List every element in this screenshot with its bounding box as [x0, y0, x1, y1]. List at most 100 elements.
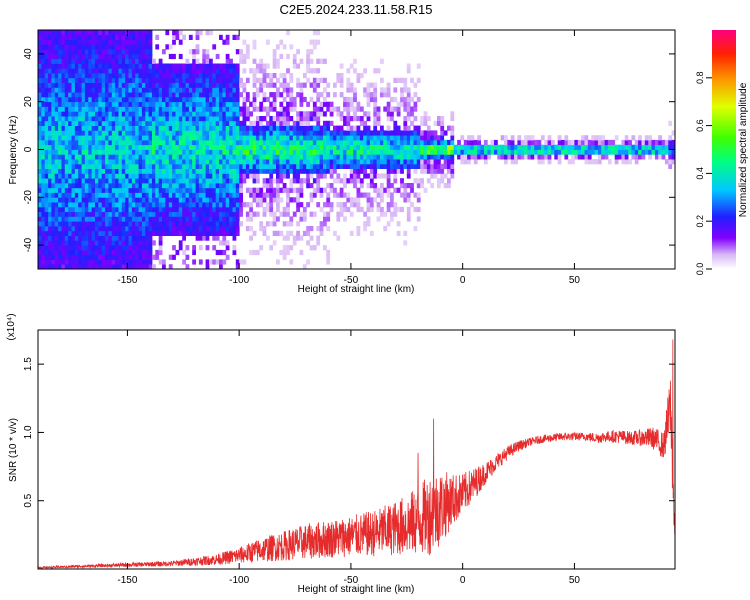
- spectrogram-cell: [88, 106, 93, 112]
- spectrogram-cell: [276, 44, 280, 50]
- spectrogram-cell: [289, 96, 294, 103]
- spectrogram-cell: [299, 178, 304, 184]
- spectrogram-cell: [162, 221, 166, 227]
- spectrogram-cell: [61, 183, 66, 189]
- spectrogram-cell: [413, 159, 418, 165]
- spectrogram-cell: [141, 58, 146, 64]
- spectrogram-cell: [141, 44, 146, 50]
- spectrogram-cell: [145, 87, 150, 93]
- spectrogram-cell: [81, 235, 86, 241]
- spectrogram-cell: [416, 149, 421, 155]
- spectrogram-cell: [172, 106, 176, 112]
- spectrogram-cell: [259, 130, 264, 136]
- spectrogram-cell: [202, 116, 207, 122]
- spectrogram-cell: [396, 230, 401, 236]
- spectrogram-cell: [198, 168, 203, 174]
- spectrogram-cell: [152, 125, 156, 131]
- spectrogram-cell: [232, 206, 237, 213]
- spectrogram-cell: [38, 235, 42, 241]
- spectrogram-cell: [551, 149, 555, 155]
- spectrogram-cell: [229, 125, 233, 131]
- spectrogram-cell: [182, 168, 186, 174]
- spectrogram-cell: [336, 235, 341, 241]
- spectrogram-cell: [266, 187, 270, 193]
- spectrogram-cell: [38, 163, 42, 169]
- spectrogram-cell: [182, 130, 186, 136]
- spectrogram-cell: [309, 96, 314, 103]
- spectrogram-cell: [299, 101, 304, 107]
- spectrogram-cell: [74, 178, 79, 184]
- spectrogram-cell: [336, 202, 341, 208]
- spectrogram-cell: [81, 101, 86, 107]
- spectrogram-cell: [188, 68, 193, 74]
- spectrogram-cell: [312, 87, 317, 93]
- spectrogram-cell: [131, 187, 136, 193]
- spectrogram-cell: [84, 53, 89, 60]
- spectrogram-cell: [561, 144, 565, 150]
- spectrogram-cell: [215, 125, 220, 131]
- spectrogram-cell: [175, 230, 180, 236]
- spectrogram-cell: [463, 139, 468, 146]
- spectrogram-cell: [420, 120, 424, 126]
- spectrogram-cell: [54, 73, 59, 79]
- spectrogram-cell: [162, 226, 166, 232]
- spectrogram-cell: [282, 221, 287, 227]
- spectrogram-cell: [88, 206, 93, 213]
- spectrogram-cell: [88, 249, 93, 256]
- spectrogram-cell: [115, 149, 119, 155]
- spectrogram-cell: [54, 77, 59, 83]
- spectrogram-cell: [91, 159, 96, 165]
- spectrogram-cell: [48, 187, 52, 193]
- spectrogram-cell: [343, 154, 347, 160]
- spectrogram-cell: [192, 192, 196, 198]
- spectrogram-cell: [148, 106, 153, 112]
- spectrogram-cell: [222, 73, 227, 79]
- spectrogram-cell: [215, 159, 220, 165]
- spectrogram-cell: [155, 168, 160, 174]
- spectrogram-cell: [54, 206, 59, 213]
- spectrogram-cell: [319, 77, 324, 83]
- spectrogram-cell: [383, 92, 388, 98]
- spectrogram-cell: [118, 183, 123, 189]
- spectrogram-cell: [664, 149, 669, 155]
- spectrogram-cell: [323, 187, 327, 193]
- spectrogram-cell: [349, 149, 354, 155]
- spectrogram-cell: [279, 116, 284, 122]
- spectrogram-cell: [115, 192, 119, 198]
- spectrogram-cell: [292, 235, 297, 241]
- spectrogram-cell: [111, 264, 116, 269]
- spectrogram-cell: [61, 106, 66, 112]
- spectrogram-cell: [172, 111, 176, 117]
- spectrogram-cell: [182, 192, 186, 198]
- spectrogram-cell: [175, 63, 180, 69]
- spectrogram-cell: [81, 221, 86, 227]
- spectrogram-cell: [239, 159, 243, 165]
- spectrogram-cell: [195, 235, 200, 241]
- spectrogram-cell: [48, 192, 52, 198]
- spectrogram-cell: [78, 53, 82, 60]
- spectrogram-cell: [74, 197, 79, 203]
- spectrogram-cell: [88, 216, 93, 222]
- spectrogram-cell: [148, 116, 153, 122]
- spectrogram-cell: [68, 192, 72, 198]
- spectrogram-cell: [567, 139, 572, 146]
- spectrogram-cell: [269, 197, 274, 203]
- spectrogram-cell: [272, 211, 277, 217]
- spectrogram-cell: [577, 144, 582, 150]
- spectrogram-cell: [84, 96, 89, 103]
- spectrogram-cell: [38, 202, 42, 208]
- spectrogram-cell: [38, 249, 42, 256]
- spectrogram-cell: [38, 154, 42, 160]
- spectrogram-cell: [242, 168, 247, 174]
- spectrogram-cell: [269, 178, 274, 184]
- spectrogram-cell: [333, 187, 337, 193]
- spectrogram-cell: [219, 92, 223, 98]
- spectrogram-cell: [282, 249, 287, 256]
- spectrogram-cell: [145, 44, 150, 50]
- spectrogram-cell: [54, 211, 59, 217]
- spectrogram-cell: [68, 53, 72, 60]
- spectrogram-cell: [447, 125, 451, 131]
- spectrogram-cell: [188, 101, 193, 107]
- spectrogram-cell: [145, 183, 150, 189]
- spectrogram-cell: [185, 149, 190, 155]
